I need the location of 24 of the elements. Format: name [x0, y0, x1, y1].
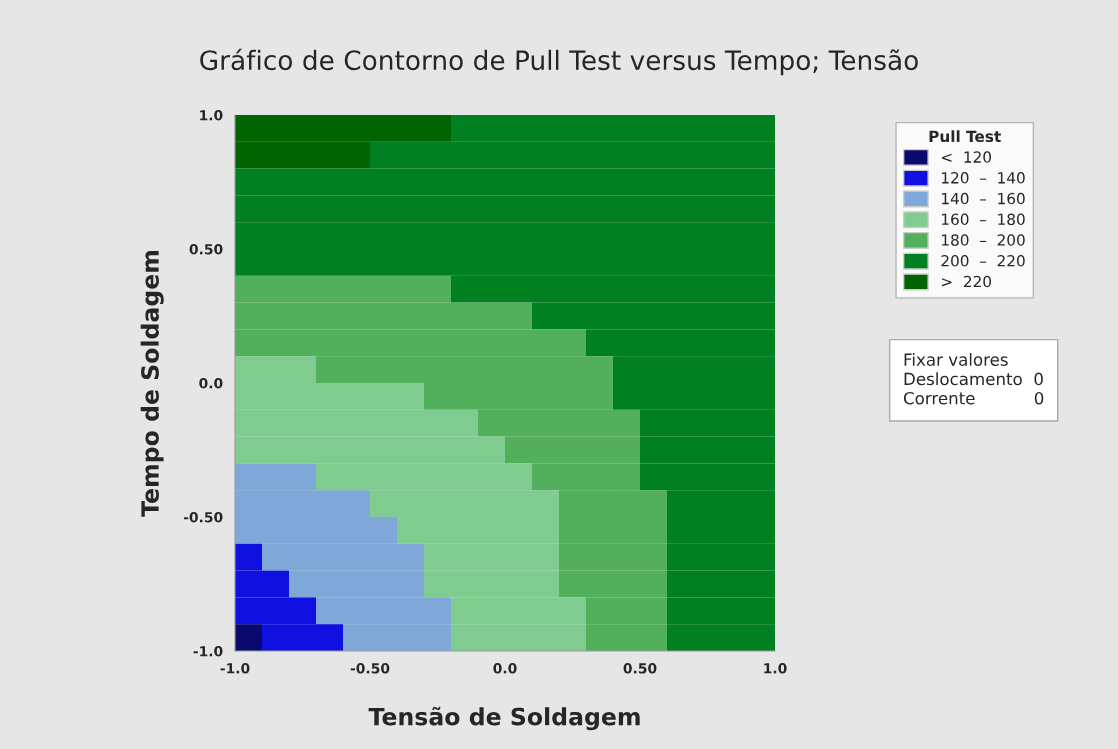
- x-tick-label: 0.0: [493, 663, 517, 674]
- y-tick-label: 0.50: [189, 243, 223, 255]
- y-axis-title: Tempo de Soldagem: [140, 251, 164, 517]
- color-bar-label: < 120: [941, 151, 991, 163]
- y-tick-label: 1.0: [200, 109, 223, 121]
- text: Fixar valores: [904, 353, 1008, 366]
- color-bar-label: 140 – 160: [942, 192, 1025, 205]
- y-tick-label: 0.0: [199, 377, 223, 389]
- color-bar-label: 180 – 200: [942, 234, 1025, 246]
- x-tick-label: 1.0: [764, 663, 787, 674]
- x-tick-label: -1.0: [220, 663, 250, 674]
- x-tick-label: -0.50: [350, 663, 390, 674]
- y-tick-label: -1.0: [193, 645, 223, 657]
- text: Corrente 0: [903, 391, 1044, 405]
- color-bar-label: 160 – 180: [942, 213, 1025, 226]
- chart-title: Gráfico de Contorno de Pull Test versus Tempo; Tensão: [200, 48, 918, 76]
- text: Deslocamento 0: [904, 372, 1043, 386]
- color-bar-label: 200 – 220: [941, 255, 1025, 267]
- x-tick-label: 0.50: [623, 663, 657, 674]
- y-tick-label: -0.50: [183, 511, 223, 523]
- color-bar-label: > 220: [941, 275, 991, 288]
- x-axis-title: Tensão de Soldagem: [368, 706, 640, 731]
- color-bar-label: 120 – 140: [942, 172, 1025, 184]
- legend-title: Pull Test: [929, 130, 1001, 143]
